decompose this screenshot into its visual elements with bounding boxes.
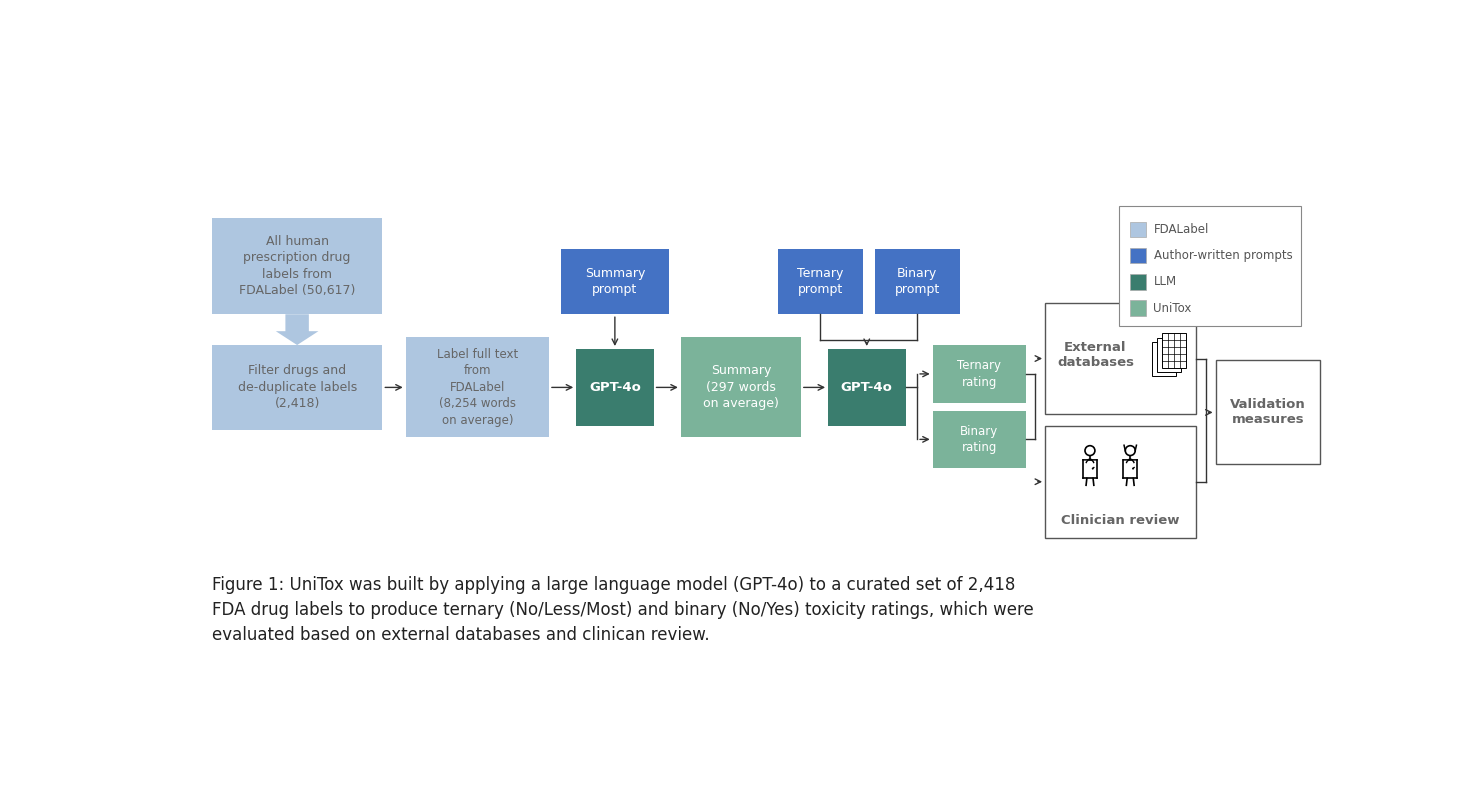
Text: LLM: LLM xyxy=(1153,276,1176,288)
FancyBboxPatch shape xyxy=(1162,333,1185,368)
Text: Label full text
from
FDALabel
(8,254 words
on average): Label full text from FDALabel (8,254 wor… xyxy=(436,348,517,427)
Text: GPT-4o: GPT-4o xyxy=(588,381,641,394)
Text: UniTox: UniTox xyxy=(1153,302,1191,314)
Text: Ternary
rating: Ternary rating xyxy=(958,359,1001,389)
FancyBboxPatch shape xyxy=(1119,206,1301,325)
FancyBboxPatch shape xyxy=(933,411,1026,468)
FancyBboxPatch shape xyxy=(211,218,383,314)
FancyBboxPatch shape xyxy=(828,349,906,426)
FancyBboxPatch shape xyxy=(211,345,383,430)
Text: FDALabel: FDALabel xyxy=(1153,223,1209,236)
FancyBboxPatch shape xyxy=(560,249,670,314)
FancyBboxPatch shape xyxy=(875,249,959,314)
FancyBboxPatch shape xyxy=(681,337,801,438)
Circle shape xyxy=(1092,468,1094,469)
Polygon shape xyxy=(276,314,318,345)
Circle shape xyxy=(1132,468,1134,469)
Text: Figure 1: UniTox was built by applying a large language model (GPT-4o) to a cura: Figure 1: UniTox was built by applying a… xyxy=(211,576,1033,644)
FancyBboxPatch shape xyxy=(405,337,548,438)
Text: Summary
(297 words
on average): Summary (297 words on average) xyxy=(704,364,779,410)
Text: Binary
prompt: Binary prompt xyxy=(894,267,940,296)
Text: Validation
measures: Validation measures xyxy=(1230,398,1305,427)
FancyBboxPatch shape xyxy=(1131,274,1145,290)
FancyBboxPatch shape xyxy=(1131,248,1145,263)
FancyBboxPatch shape xyxy=(933,345,1026,403)
FancyBboxPatch shape xyxy=(777,249,863,314)
FancyBboxPatch shape xyxy=(1157,337,1181,372)
FancyBboxPatch shape xyxy=(1045,303,1196,414)
FancyBboxPatch shape xyxy=(1131,222,1145,237)
Text: Clinician review: Clinician review xyxy=(1061,514,1179,527)
Text: GPT-4o: GPT-4o xyxy=(841,381,893,394)
FancyBboxPatch shape xyxy=(1045,426,1196,537)
Text: All human
prescription drug
labels from
FDALabel (50,617): All human prescription drug labels from … xyxy=(239,235,355,297)
FancyBboxPatch shape xyxy=(1131,300,1145,316)
Text: External
databases: External databases xyxy=(1057,340,1134,369)
FancyBboxPatch shape xyxy=(1151,342,1175,376)
Text: Summary
prompt: Summary prompt xyxy=(585,267,644,296)
FancyBboxPatch shape xyxy=(576,349,653,426)
Text: Author-written prompts: Author-written prompts xyxy=(1153,249,1292,262)
Text: Binary
rating: Binary rating xyxy=(961,425,998,454)
Text: Filter drugs and
de-duplicate labels
(2,418): Filter drugs and de-duplicate labels (2,… xyxy=(238,364,356,410)
Text: Ternary
prompt: Ternary prompt xyxy=(797,267,844,296)
FancyBboxPatch shape xyxy=(1215,360,1320,465)
